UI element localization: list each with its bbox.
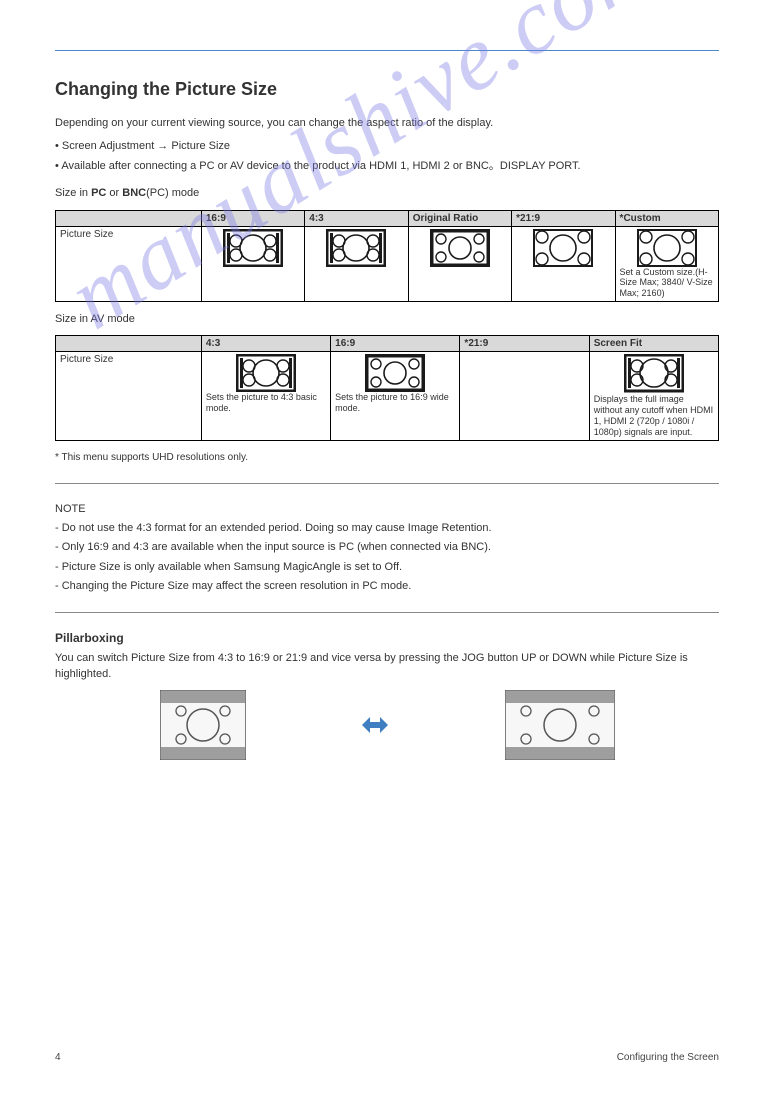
- cell-caption: Set a Custom size.(H-Size Max; 3840/ V-S…: [620, 267, 714, 299]
- pillar-diagram: [55, 690, 719, 760]
- cell-icon: [512, 226, 615, 301]
- th: 16:9: [201, 210, 304, 226]
- cell-icon: [305, 226, 408, 301]
- pillar-16-9-icon: [505, 690, 615, 760]
- table1-title: Size in PC or BNC(PC) mode: [55, 186, 719, 201]
- th: *21:9: [512, 210, 615, 226]
- footer-title: Configuring the Screen: [617, 1052, 719, 1063]
- th: *21:9: [460, 336, 589, 352]
- cell-caption: Sets the picture to 4:3 basic mode.: [206, 392, 326, 414]
- cell-icon: Set a Custom size.(H-Size Max; 3840/ V-S…: [615, 226, 718, 301]
- cell-icon: Sets the picture to 4:3 basic mode.: [201, 352, 330, 440]
- pillar-text: You can switch Picture Size from 4:3 to …: [55, 651, 719, 682]
- bullet-item: Screen Adjustment → Picture Size: [55, 139, 719, 154]
- intro-text: Depending on your current viewing source…: [55, 116, 719, 131]
- table-row: 4:3 16:9 *21:9 Screen Fit: [56, 336, 719, 352]
- cell-icon: [201, 226, 304, 301]
- cell-icon: [460, 352, 589, 440]
- note-item: - Only 16:9 and 4:3 are available when t…: [55, 540, 719, 555]
- table-pc-mode: 16:9 4:3 Original Ratio *21:9 *Custom Pi…: [55, 210, 719, 302]
- bullet-list: Screen Adjustment → Picture Size Availab…: [55, 139, 719, 174]
- row-label: Picture Size: [56, 226, 202, 301]
- table-av-mode: 4:3 16:9 *21:9 Screen Fit Picture Size S…: [55, 335, 719, 440]
- pillar-heading: Pillarboxing: [55, 631, 719, 645]
- th: *Custom: [615, 210, 718, 226]
- cell-caption: Sets the picture to 16:9 wide mode.: [335, 392, 455, 414]
- th: Original Ratio: [408, 210, 511, 226]
- cell-caption: Displays the full image without any cuto…: [594, 394, 714, 437]
- cell-icon: Sets the picture to 16:9 wide mode.: [331, 352, 460, 440]
- th: 4:3: [201, 336, 330, 352]
- pillar-4-3-icon: [160, 690, 246, 760]
- page-number: 4: [55, 1052, 61, 1063]
- cell-icon: [408, 226, 511, 301]
- table-row: Picture Size Sets the picture to 4:3 bas…: [56, 352, 719, 440]
- note-item: - Do not use the 4:3 format for an exten…: [55, 521, 719, 536]
- note-item: - Picture Size is only available when Sa…: [55, 560, 719, 575]
- asterisk-note: * This menu supports UHD resolutions onl…: [55, 451, 719, 465]
- table-row: Picture Size Set a Custom size.(H-Size M…: [56, 226, 719, 301]
- section-rule: [55, 612, 719, 613]
- table-row: 16:9 4:3 Original Ratio *21:9 *Custom: [56, 210, 719, 226]
- th: 16:9: [331, 336, 460, 352]
- top-rule: [55, 50, 719, 51]
- footer: 4 Configuring the Screen: [55, 1052, 719, 1063]
- row-label: Picture Size: [56, 352, 202, 440]
- th: 4:3: [305, 210, 408, 226]
- page-title: Changing the Picture Size: [55, 79, 719, 100]
- th-blank: [56, 336, 202, 352]
- note-item: - Changing the Picture Size may affect t…: [55, 579, 719, 594]
- bullet-item: Available after connecting a PC or AV de…: [55, 159, 719, 174]
- table2-title: Size in AV mode: [55, 312, 719, 327]
- section-rule: [55, 483, 719, 484]
- th-blank: [56, 210, 202, 226]
- cell-icon: Displays the full image without any cuto…: [589, 352, 718, 440]
- double-arrow-icon: [360, 714, 390, 736]
- th: Screen Fit: [589, 336, 718, 352]
- note-label: NOTE: [55, 502, 719, 517]
